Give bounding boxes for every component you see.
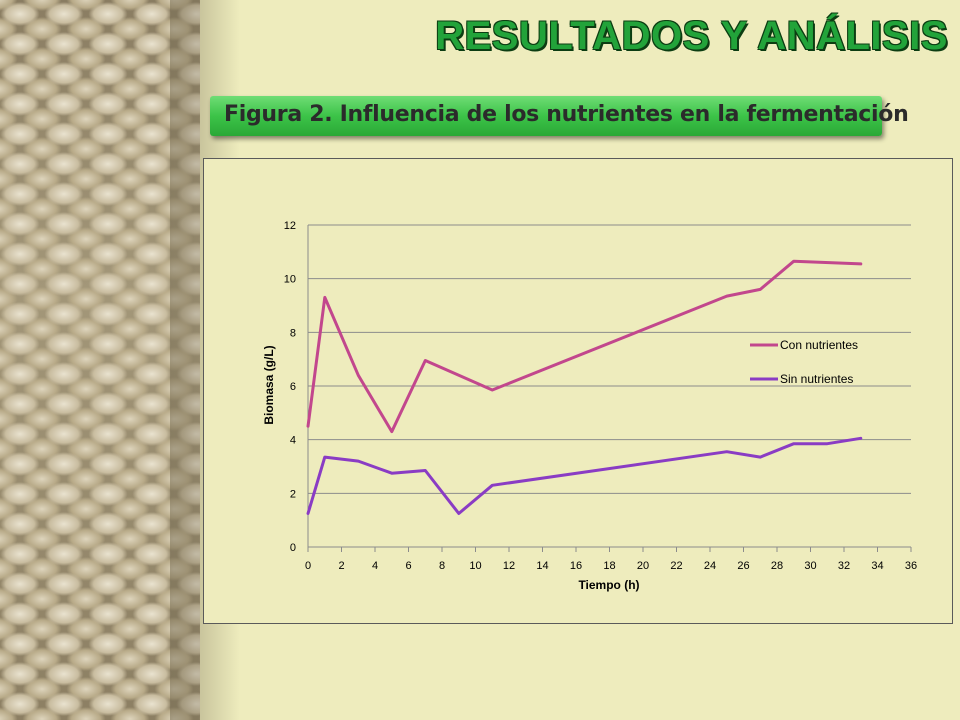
y-tick-labels: 0 2 4 6 8 10 12 [284, 220, 296, 554]
x-tick-label: 20 [637, 560, 649, 572]
x-tick-label: 16 [570, 560, 582, 572]
x-tick-label: 24 [704, 560, 716, 572]
slide-title: RESULTADOS Y ANÁLISIS [435, 14, 948, 58]
x-tick-label: 2 [338, 560, 344, 572]
y-axis-label: Biomasa (g/L) [262, 345, 276, 424]
x-tick-label: 28 [771, 560, 783, 572]
x-tick-label: 34 [871, 560, 883, 572]
series-line-con-nutrientes [306, 259, 863, 434]
grid-lines [308, 224, 911, 548]
y-tick-label: 0 [290, 542, 296, 554]
x-tick-label: 10 [469, 560, 481, 572]
x-tick-label: 0 [305, 560, 311, 572]
legend-item: Con nutrientes [750, 338, 858, 352]
x-tick-label: 36 [905, 560, 917, 572]
x-tick-label: 12 [503, 560, 515, 572]
texture-background [0, 0, 200, 720]
y-tick-label: 12 [284, 220, 296, 232]
x-tick-label: 26 [737, 560, 749, 572]
figure-caption: Figura 2. Influencia de los nutrientes e… [224, 102, 909, 127]
y-tick-label: 6 [290, 381, 296, 393]
y-tick-label: 8 [290, 327, 296, 339]
x-tick-label: 6 [405, 560, 411, 572]
y-tick-label: 2 [290, 488, 296, 500]
x-tick-label: 14 [536, 560, 548, 572]
series-line-sin-nutrientes [306, 436, 863, 515]
legend-label: Sin nutrientes [780, 372, 853, 386]
legend-item: Sin nutrientes [750, 372, 853, 386]
x-tick-label: 32 [838, 560, 850, 572]
axes [307, 225, 912, 552]
x-tick-label: 30 [804, 560, 816, 572]
figure-caption-box: Figura 2. Influencia de los nutrientes e… [210, 96, 909, 136]
y-tick-label: 4 [290, 435, 296, 447]
series-lines [306, 259, 863, 515]
x-axis-label: Tiempo (h) [578, 578, 639, 592]
y-tick-label: 10 [284, 274, 296, 286]
x-tick-label: 4 [372, 560, 378, 572]
legend-label: Con nutrientes [780, 338, 858, 352]
legend: Con nutrientes Sin nutrientes [750, 338, 858, 386]
x-tick-label: 18 [603, 560, 615, 572]
x-tick-label: 8 [439, 560, 445, 572]
chart-frame: 0 2 4 6 8 10 12 0 2 4 6 8 10 12 14 16 18 20 22 24 26 28 30 32 3… [203, 158, 953, 624]
x-tick-label: 22 [670, 560, 682, 572]
x-tick-labels: 0 2 4 6 8 10 12 14 16 18 20 22 24 26 28 30 32 34 36 [305, 560, 917, 572]
